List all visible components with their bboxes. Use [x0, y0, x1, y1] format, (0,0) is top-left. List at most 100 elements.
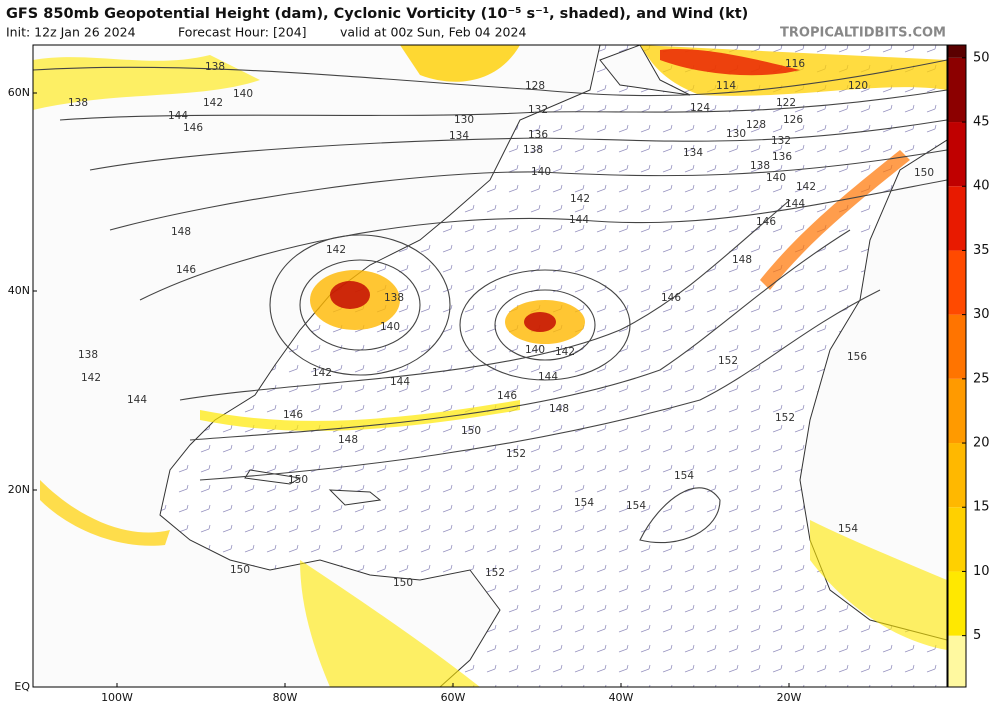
contour-label: 152 [775, 412, 795, 424]
title: GFS 850mb Geopotential Height (dam), Cyc… [6, 6, 748, 22]
contour-label: 132 [528, 104, 548, 116]
contour-label: 142 [555, 346, 575, 358]
contour-label: 150 [393, 577, 413, 589]
contour-label: 144 [390, 376, 410, 388]
lat-label: EQ [14, 680, 30, 693]
contour-label: 146 [283, 409, 303, 421]
colorbar-band [948, 443, 966, 508]
contour-label: 138 [384, 292, 404, 304]
colorbar-tick-label: 45 [973, 115, 990, 130]
colorbar-band [948, 507, 966, 572]
contour-label: 146 [661, 292, 681, 304]
contour-label: 138 [750, 160, 770, 172]
contour-label: 136 [772, 151, 792, 163]
contour-label: 140 [525, 344, 545, 356]
contour-label: 134 [449, 130, 469, 142]
contour-label: 146 [756, 216, 776, 228]
contour-label: 138 [68, 97, 88, 109]
colorbar-tick-label: 15 [973, 500, 990, 515]
colorbar-tick-label: 50 [973, 50, 990, 65]
contour-label: 152 [718, 355, 738, 367]
colorbar-tick-label: 40 [973, 179, 990, 194]
lon-label: 20W [777, 691, 802, 704]
contour-label: 142 [326, 244, 346, 256]
contour-label: 138 [205, 61, 225, 73]
contour-label: 148 [171, 226, 191, 238]
lon-label: 80W [273, 691, 298, 704]
contour-label: 126 [783, 114, 803, 126]
contour-label: 142 [81, 372, 101, 384]
contour-label: 150 [230, 564, 250, 576]
contour-label: 140 [531, 166, 551, 178]
colorbar-band [948, 250, 966, 315]
contour-label: 128 [746, 119, 766, 131]
lon-label: 60W [441, 691, 466, 704]
contour-label: 122 [776, 97, 796, 109]
contour-label: 148 [732, 254, 752, 266]
contour-label: 142 [570, 193, 590, 205]
contour-label: 138 [523, 144, 543, 156]
contour-label: 144 [569, 214, 589, 226]
contour-label: 152 [485, 567, 505, 579]
contour-label: 142 [312, 367, 332, 379]
colorbar-band [948, 635, 966, 687]
contour-label: 134 [683, 147, 703, 159]
contour-label: 142 [203, 97, 223, 109]
contour-label: 154 [674, 470, 694, 482]
height-contours [33, 59, 947, 544]
contour-label: 140 [766, 172, 786, 184]
contour-label: 154 [574, 497, 594, 509]
colorbar-band [948, 57, 966, 123]
colorbar-tick-label: 5 [973, 628, 981, 643]
colorbar-band [948, 571, 966, 636]
contour-label: 136 [528, 129, 548, 141]
contour-label: 138 [78, 349, 98, 361]
contour-label: 144 [168, 110, 188, 122]
colorbar-tick-label: 10 [973, 564, 990, 579]
contour-label: 124 [690, 102, 710, 114]
map-area [33, 45, 947, 687]
forecast-hour: Forecast Hour: [204] [178, 25, 307, 40]
colorbar-tick-label: 20 [973, 436, 990, 451]
colorbar-band [948, 122, 966, 187]
colorbar-tick-label: 30 [973, 307, 990, 322]
coastlines [33, 45, 947, 687]
contour-label: 150 [461, 425, 481, 437]
contour-label: 146 [183, 122, 203, 134]
contour-label: 150 [288, 474, 308, 486]
contour-label: 156 [847, 351, 867, 363]
colorbar-band [948, 378, 966, 444]
contour-label: 130 [726, 128, 746, 140]
colorbar-frame [947, 44, 967, 688]
contour-label: 146 [176, 264, 196, 276]
contour-label: 146 [497, 390, 517, 402]
lon-label: 100W [101, 691, 133, 704]
valid-time: valid at 00z Sun, Feb 04 2024 [340, 25, 526, 40]
contour-label: 142 [796, 181, 816, 193]
lat-label: 60N [8, 86, 30, 99]
contour-label: 132 [771, 135, 791, 147]
contour-label: 140 [233, 88, 253, 100]
lon-label: 40W [609, 691, 634, 704]
contour-label: 144 [785, 198, 805, 210]
contour-label: 128 [525, 80, 545, 92]
contour-label: 116 [785, 58, 805, 70]
colorbar-band [948, 186, 966, 251]
contour-label: 130 [454, 114, 474, 126]
contour-label: 148 [338, 434, 358, 446]
colorbar-tick-label: 25 [973, 371, 990, 386]
contour-label: 120 [848, 80, 868, 92]
contour-label: 154 [838, 523, 858, 535]
colorbar: 5 10 15 20 25 30 35 40 45 50 [947, 44, 990, 688]
contour-label: 150 [914, 167, 934, 179]
init-time: Init: 12z Jan 26 2024 [6, 25, 136, 40]
map-frame [32, 44, 948, 688]
contour-label: 140 [380, 321, 400, 333]
lat-label: 40N [8, 284, 30, 297]
contour-label: 152 [506, 448, 526, 460]
site-label: TROPICALTIDBITS.COM [780, 26, 946, 41]
colorbar-tick-label: 35 [973, 243, 990, 258]
contour-label: 154 [626, 500, 646, 512]
